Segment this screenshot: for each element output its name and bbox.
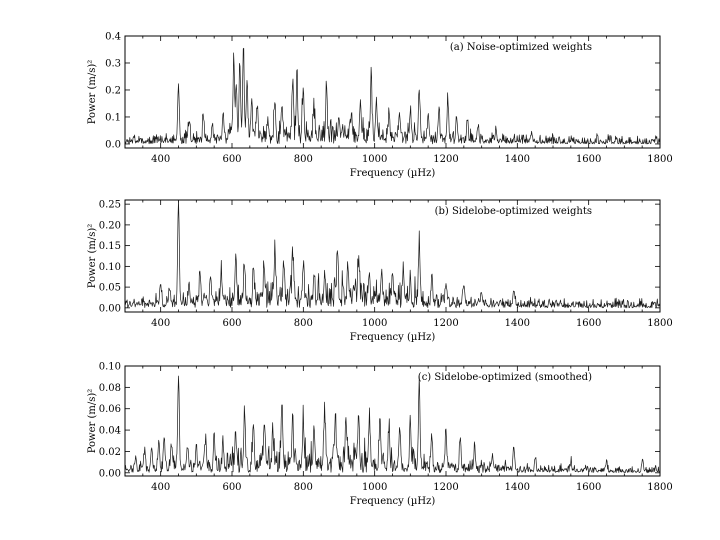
x-tick-label: 800 (294, 154, 313, 165)
x-tick-label: 1800 (647, 318, 672, 329)
x-axis-title: Frequency (µHz) (350, 168, 436, 179)
y-tick-label: 0.04 (99, 426, 121, 437)
y-tick-label: 0.06 (99, 404, 121, 415)
x-tick-label: 600 (222, 318, 241, 329)
x-tick-label: 1600 (576, 482, 601, 493)
x-tick-label: 1600 (576, 318, 601, 329)
y-tick-label: 0.05 (99, 283, 121, 294)
x-tick-label: 800 (294, 318, 313, 329)
y-tick-label: 0.1 (105, 112, 121, 123)
x-tick-label: 1000 (362, 318, 387, 329)
chart-panel-2: 400 600 800 1000 1200 1400 1600 1800 0.00 0.05 0.1… (87, 199, 673, 343)
panel-title: (b) Sidelobe-optimized weights (435, 206, 592, 217)
y-tick-label: 0.02 (99, 447, 121, 458)
y-tick-label: 0.08 (99, 383, 121, 394)
y-tick-label: 0.15 (99, 241, 121, 252)
y-tick-label: 0.10 (99, 362, 121, 373)
x-tick-label: 1400 (505, 482, 530, 493)
x-tick-label: 1800 (647, 154, 672, 165)
x-tick-label: 1400 (505, 318, 530, 329)
x-tick-label: 400 (151, 318, 170, 329)
panel-title: (c) Sidelobe-optimized (smoothed) (418, 372, 592, 383)
y-tick-label: 0.0 (105, 139, 121, 150)
panel-title: (a) Noise-optimized weights (450, 42, 592, 53)
power-spectrum-line (124, 199, 661, 309)
figure-panels: 400 600 800 1000 1200 1400 1600 1800 0.0 0.1 0.2 0.… (87, 32, 673, 508)
x-tick-label: 400 (151, 482, 170, 493)
y-tick-label: 0.20 (99, 220, 121, 231)
chart-panel-3: 400 600 800 1000 1200 1400 1600 1800 0.00 0.02 0.0… (87, 362, 673, 508)
x-tick-label: 1800 (647, 482, 672, 493)
x-tick-label: 400 (151, 154, 170, 165)
x-tick-label: 600 (222, 482, 241, 493)
y-axis-title: Power (m/s)² (87, 224, 98, 289)
x-tick-label: 1200 (433, 318, 458, 329)
x-tick-label: 1000 (362, 154, 387, 165)
y-tick-label: 0.00 (99, 468, 121, 479)
chart-panel-1: 400 600 800 1000 1200 1400 1600 1800 0.0 0.1 0.2 0.… (87, 32, 673, 180)
y-axis-title: Power (m/s)² (87, 389, 98, 454)
x-tick-label: 1000 (362, 482, 387, 493)
power-spectrum-line (124, 375, 661, 474)
x-axis-title: Frequency (µHz) (350, 496, 436, 507)
y-tick-label: 0.00 (99, 303, 121, 314)
x-tick-label: 600 (222, 154, 241, 165)
x-tick-label: 800 (294, 482, 313, 493)
y-tick-label: 0.4 (105, 32, 121, 43)
y-tick-label: 0.2 (105, 85, 121, 96)
y-tick-label: 0.25 (99, 200, 121, 211)
x-tick-label: 1400 (505, 154, 530, 165)
x-axis-title: Frequency (µHz) (350, 332, 436, 343)
power-spectrum-line (124, 47, 661, 145)
y-axis-title: Power (m/s)² (87, 60, 98, 125)
y-tick-label: 0.10 (99, 262, 121, 273)
x-tick-label: 1200 (433, 154, 458, 165)
x-tick-label: 1600 (576, 154, 601, 165)
x-tick-label: 1200 (433, 482, 458, 493)
y-tick-label: 0.3 (105, 58, 121, 69)
